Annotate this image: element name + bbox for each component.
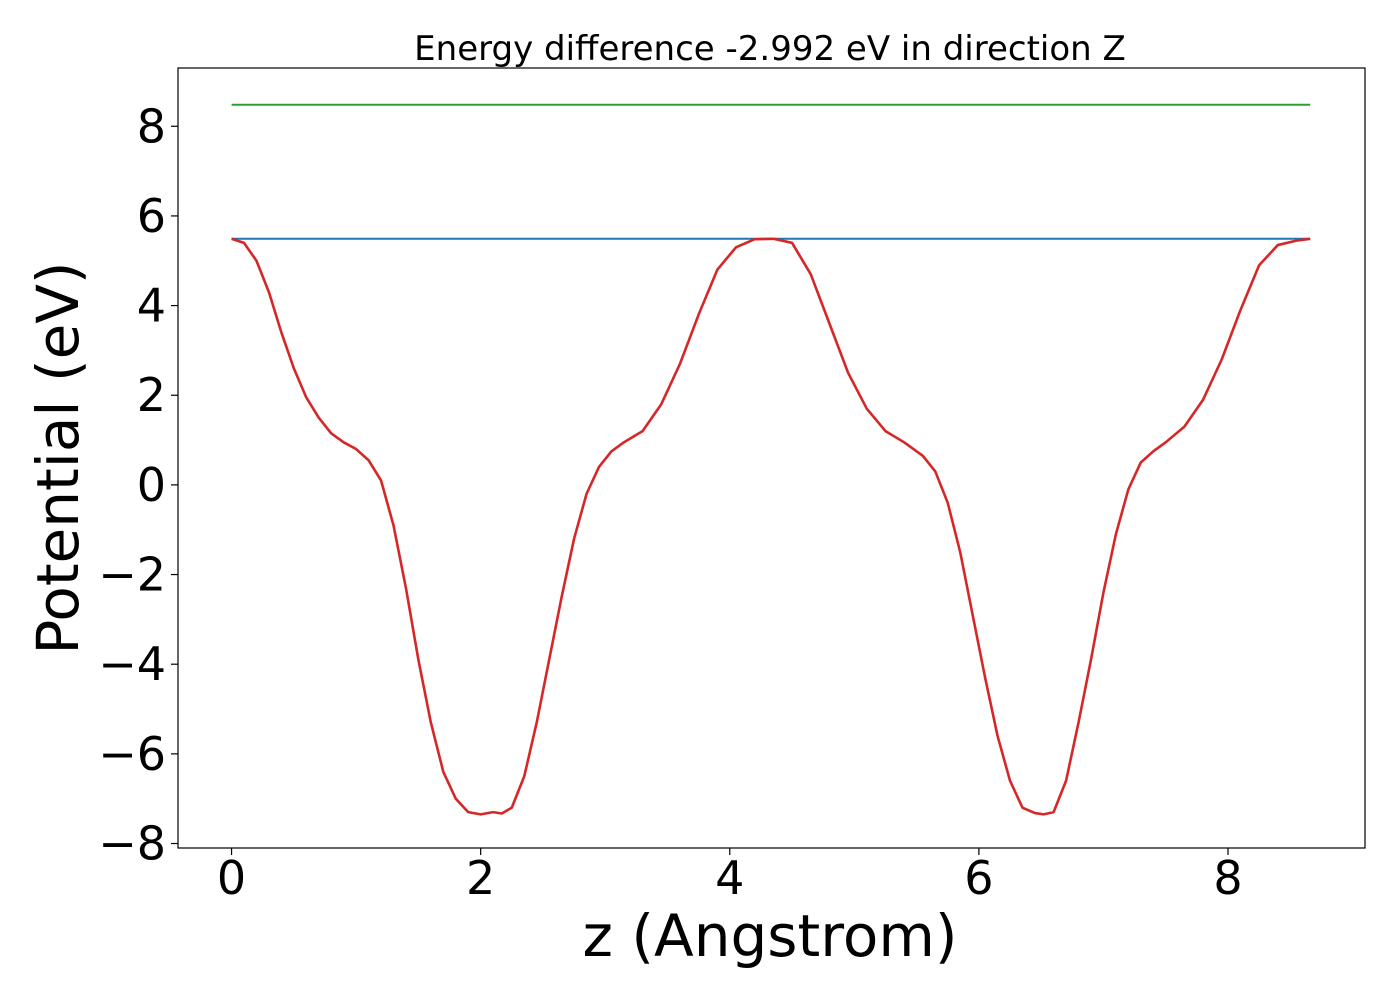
y-tick-label: 6: [137, 189, 166, 243]
y-tick-label: −2: [98, 548, 166, 602]
x-tick-label: 8: [1213, 851, 1242, 905]
series-line-2: [231, 237, 1311, 816]
y-tick-label: 4: [137, 279, 166, 333]
x-tick-label: 2: [466, 851, 495, 905]
y-tick-label: 0: [137, 458, 166, 512]
x-tick-label: 6: [964, 851, 993, 905]
y-tick-label: −4: [98, 637, 166, 691]
plot-frame: [177, 67, 1366, 849]
x-tick-label: 0: [217, 851, 246, 905]
series-layer: [231, 103, 1311, 816]
y-tick-label: 2: [137, 368, 166, 422]
y-axis-label: Potential (eV): [24, 261, 92, 654]
y-tick-label: −6: [98, 727, 166, 781]
chart-title: Energy difference -2.992 eV in direction…: [414, 29, 1126, 69]
y-tick-label: −8: [98, 817, 166, 871]
x-axis-label: z (Angstrom): [583, 902, 958, 970]
x-ticks: 0 2 4 6 8: [217, 848, 1243, 905]
y-ticks: −8 −6 −4 −2 0 2 4 6 8: [98, 99, 178, 871]
y-tick-label: 8: [137, 99, 166, 153]
x-tick-label: 4: [715, 851, 744, 905]
